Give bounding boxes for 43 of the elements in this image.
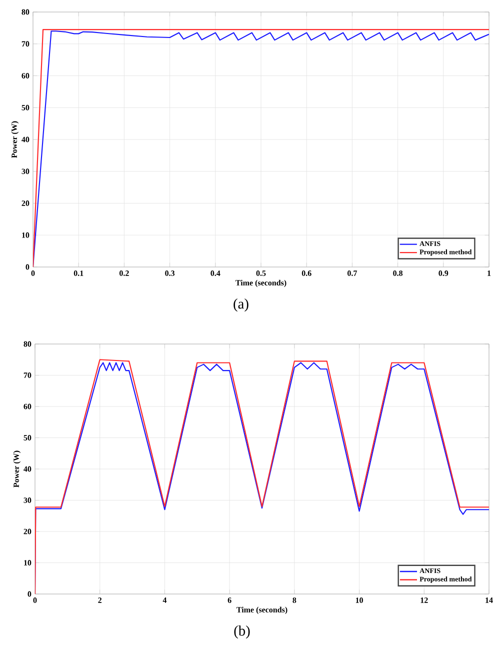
x-tick-label: 6 <box>228 598 232 603</box>
y-tick-label: 20 <box>22 200 30 206</box>
y-tick-label: 0 <box>28 591 32 597</box>
y-axis-title: Power (W) <box>11 121 18 158</box>
x-tick-label: 1 <box>487 270 490 276</box>
y-tick-label: 20 <box>24 528 32 534</box>
y-tick-label: 60 <box>24 404 32 410</box>
x-tick-label: 4 <box>162 598 166 603</box>
x-tick-label: 14 <box>485 598 493 603</box>
x-axis-title: Time (seconds) <box>236 606 288 614</box>
y-tick-label: 40 <box>23 466 32 472</box>
x-tick-label: 10 <box>356 598 363 603</box>
x-tick-label: 2 <box>98 598 102 603</box>
x-tick-label: 0.6 <box>302 270 312 276</box>
x-axis-title: Time (seconds) <box>235 280 286 288</box>
y-tick-label: 80 <box>24 341 32 347</box>
x-tick-label: 0 <box>31 270 35 276</box>
y-tick-label: 70 <box>22 41 30 47</box>
x-tick-label: 12 <box>420 598 428 603</box>
text: (a) <box>233 298 248 312</box>
x-tick-label: 0.5 <box>256 270 266 276</box>
y-tick-label: 10 <box>22 232 30 238</box>
y-tick-label: 70 <box>24 372 32 378</box>
y-tick-label: 0 <box>26 264 30 270</box>
x-tick-label: 0.8 <box>392 270 402 276</box>
y-tick-label: 30 <box>24 498 32 503</box>
y-tick-label: 50 <box>22 104 30 110</box>
x-tick-label: 0.3 <box>164 270 174 276</box>
x-tick-label: 0 <box>33 598 37 603</box>
x-tick-label: 0.4 <box>210 270 220 276</box>
x-tick-label: 8 <box>292 598 296 603</box>
y-tick-label: 80 <box>22 9 30 15</box>
x-tick-label: 0.1 <box>74 270 84 276</box>
y-tick-label: 50 <box>24 435 32 440</box>
text: (b) <box>234 626 250 639</box>
y-tick-label: 10 <box>24 560 32 566</box>
x-tick-label: 0.7 <box>347 270 357 276</box>
y-tick-label: 60 <box>22 73 30 78</box>
y-axis-title: Power (W) <box>13 450 20 488</box>
y-tick-label: 40 <box>21 136 30 142</box>
x-tick-label: 0.9 <box>438 270 448 276</box>
y-tick-label: 30 <box>22 168 30 174</box>
x-tick-label: 0.2 <box>119 270 129 276</box>
